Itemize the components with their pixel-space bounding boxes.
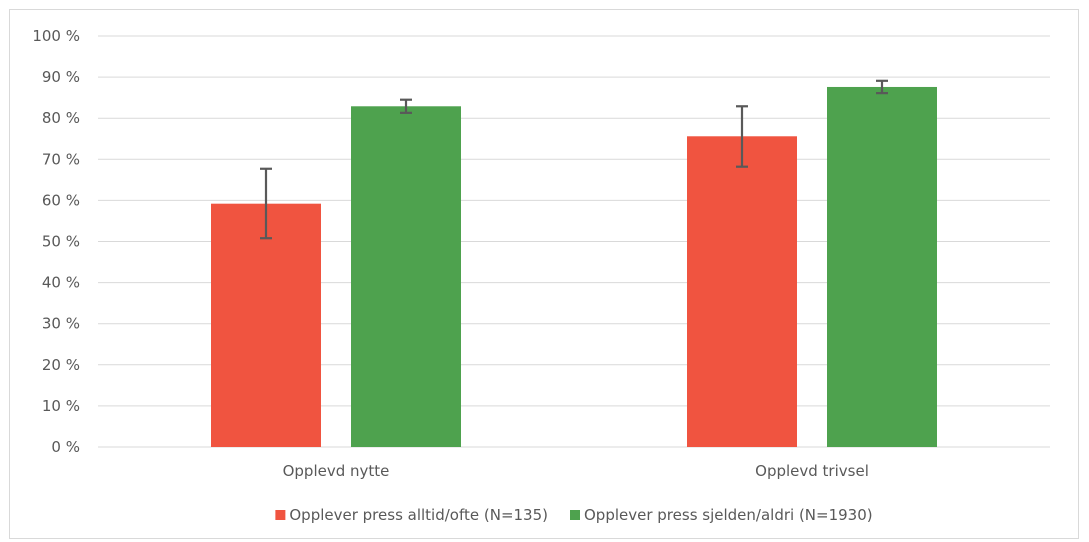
- y-tick-label: 80 %: [42, 109, 80, 127]
- y-tick-label: 0 %: [51, 438, 80, 456]
- bar: [827, 86, 937, 448]
- legend: Opplever press alltid/ofte (N=135) Opplev…: [275, 506, 873, 524]
- legend-swatch: [275, 510, 286, 520]
- y-tick-label: 40 %: [42, 274, 80, 292]
- y-tick-label: 10 %: [42, 397, 80, 415]
- bar: [211, 203, 321, 447]
- y-tick-label: 50 %: [42, 233, 80, 251]
- x-category-label: Opplevd nytte: [283, 462, 390, 480]
- legend-label: Opplever press alltid/ofte (N=135): [289, 506, 548, 524]
- legend-swatch: [570, 510, 580, 520]
- bar: [351, 106, 461, 447]
- x-axis: Opplevd nytte Opplevd trivsel: [283, 462, 869, 480]
- y-tick-label: 20 %: [42, 356, 80, 374]
- y-tick-label: 70 %: [42, 150, 80, 168]
- y-tick-label: 30 %: [42, 315, 80, 333]
- y-tick-label: 100 %: [32, 27, 80, 45]
- legend-label: Opplever press sjelden/aldri (N=1930): [584, 506, 873, 524]
- y-tick-label: 90 %: [42, 68, 80, 86]
- bars: [211, 86, 937, 448]
- x-category-label: Opplevd trivsel: [755, 462, 869, 480]
- bar: [687, 136, 797, 447]
- error-bars: [260, 79, 888, 240]
- y-axis: 0 % 10 % 20 % 30 % 40 % 50 % 60 % 70 % 80 % 90 % 1…: [32, 27, 80, 456]
- y-tick-label: 60 %: [42, 191, 80, 209]
